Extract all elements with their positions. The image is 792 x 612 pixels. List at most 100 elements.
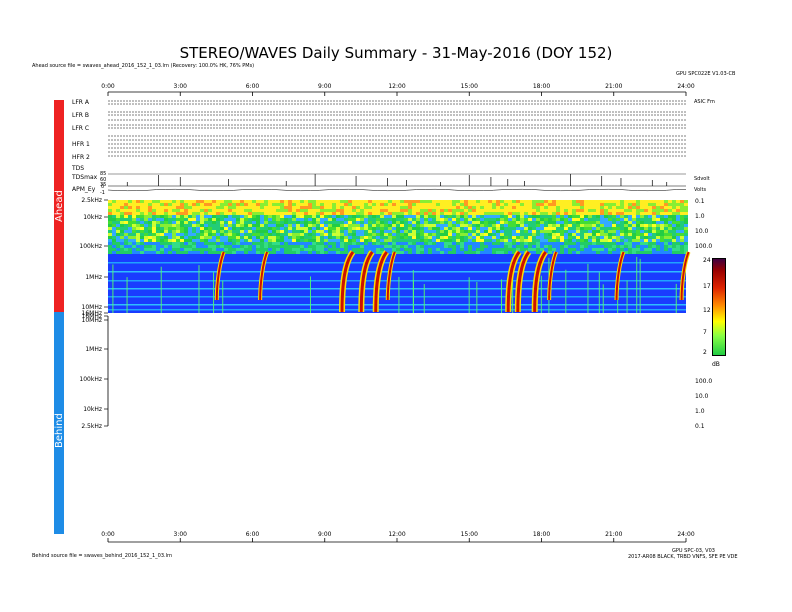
spectrogram-cell (416, 224, 420, 227)
spectrogram-cell (676, 233, 680, 236)
spectrogram-cell (592, 239, 596, 242)
spectrogram-cell (508, 218, 512, 221)
spectrogram-cell (184, 209, 188, 212)
spectrogram-cell (112, 212, 116, 215)
spectrogram-cell (388, 224, 392, 227)
spectrogram-cell (332, 200, 336, 203)
spectrogram-cell (532, 239, 536, 242)
spectrogram-cell (120, 206, 124, 209)
spectrogram-cell (264, 203, 268, 206)
spectrogram-cell (548, 236, 552, 239)
spectrogram-cell (276, 209, 280, 212)
spectrogram-cell (280, 206, 284, 209)
spectrogram-cell (468, 212, 472, 215)
spectrogram-cell (604, 215, 608, 218)
spectrogram-cell (140, 224, 144, 227)
spectrogram-cell (340, 248, 344, 251)
spectrogram-cell (684, 230, 688, 233)
spectrogram-cell (452, 230, 456, 233)
spectrogram-cell (424, 209, 428, 212)
spectrogram-cell (336, 230, 340, 233)
spectrogram-cell (432, 230, 436, 233)
spectrogram-cell (636, 218, 640, 221)
spectrogram-cell (472, 245, 476, 248)
spectrogram-cell (172, 233, 176, 236)
spectrogram-cell (208, 215, 212, 218)
spectrogram-cell (328, 230, 332, 233)
spectrogram-cell (120, 224, 124, 227)
radio-burst (680, 251, 690, 301)
spectrogram-cell (364, 230, 368, 233)
spectrogram-cell (500, 239, 504, 242)
spectrogram-cell (664, 239, 668, 242)
spectrogram-cell (292, 233, 296, 236)
spectrogram-cell (368, 224, 372, 227)
spectrogram-cell (456, 224, 460, 227)
spectrogram-cell (448, 239, 452, 242)
spectrogram-cell (168, 236, 172, 239)
spectrogram-cell (408, 215, 412, 218)
spectrogram-cell (500, 224, 504, 227)
spectrogram-cell (668, 206, 672, 209)
spectrogram-cell (208, 224, 212, 227)
spectrogram-cell (160, 224, 164, 227)
time-tick-label: 18:00 (533, 531, 550, 538)
spectrogram-cell (212, 200, 216, 203)
spectrogram-cell (428, 218, 432, 221)
spectrogram-cell (492, 239, 496, 242)
spectrogram-cell (116, 200, 120, 203)
ahead-source-file: Ahead source file = swaves_ahead_2016_15… (32, 63, 255, 69)
spectrogram-cell (464, 248, 468, 251)
spectrogram-cell (324, 239, 328, 242)
spectrogram-cell (472, 215, 476, 218)
spectrogram-cell (668, 239, 672, 242)
spectrogram-cell (256, 203, 260, 206)
spectrogram-cell (220, 218, 224, 221)
spectrogram-cell (644, 245, 648, 248)
spectrogram-cell (144, 233, 148, 236)
spectrogram-cell (544, 200, 548, 203)
spectrogram-cell (132, 230, 136, 233)
spectrogram-cell (316, 230, 320, 233)
spectrogram-cell (148, 239, 152, 242)
behind-source-file: Behind source file = swaves_behind_2016_… (32, 553, 173, 559)
spectrogram-cell (572, 248, 576, 251)
spectrogram-cell (580, 203, 584, 206)
spectrogram-cell (176, 239, 180, 242)
spectrogram-cell (480, 251, 484, 254)
spectrogram-cell (192, 209, 196, 212)
spectrogram-cell (564, 227, 568, 230)
spectrogram-cell (308, 239, 312, 242)
spectrogram-cell (632, 248, 636, 251)
spectrogram-cell (564, 209, 568, 212)
spectrogram-cell (268, 203, 272, 206)
spectrogram-cell (268, 209, 272, 212)
hf-streak (108, 280, 686, 282)
spectrogram-cell (300, 227, 304, 230)
spectrogram-cell (148, 236, 152, 239)
time-tick-label: 21:00 (605, 83, 622, 90)
spectrogram-cell (452, 224, 456, 227)
spectrogram-cell (504, 233, 508, 236)
spectrogram-cell (612, 248, 616, 251)
spectrogram-cell (444, 212, 448, 215)
spectrogram-cell (536, 233, 540, 236)
spectrogram-cell (264, 224, 268, 227)
spectrogram-cell (524, 227, 528, 230)
spectrogram-cell (164, 230, 168, 233)
spectrogram-cell (248, 245, 252, 248)
spectrogram-cell (484, 245, 488, 248)
radio-burst (516, 251, 531, 313)
spectrogram-cell (336, 218, 340, 221)
spectrogram-cell (128, 206, 132, 209)
spectrogram-cell (536, 251, 540, 254)
spectrogram-cell (428, 215, 432, 218)
spectrogram-cell (304, 218, 308, 221)
spectrogram-cell (660, 230, 664, 233)
spectrogram-cell (288, 218, 292, 221)
spectrogram-cell (452, 233, 456, 236)
spectrogram-cell (672, 203, 676, 206)
spectrogram-cell (640, 212, 644, 215)
spectrogram-cell (372, 245, 376, 248)
spectrogram-cell (324, 242, 328, 245)
